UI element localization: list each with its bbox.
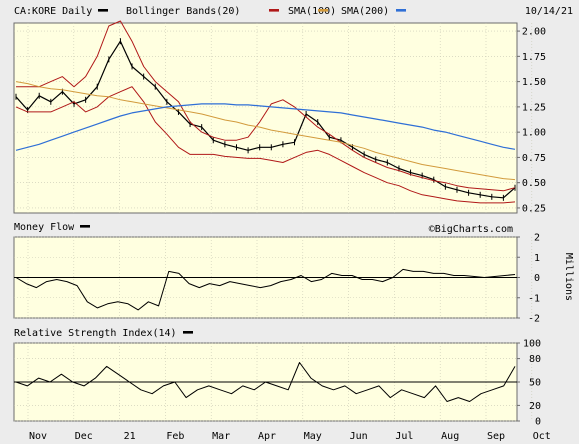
y-tick-label: 0	[535, 417, 541, 428]
watermark: ©BigCharts.com	[429, 224, 513, 235]
y-tick-label: -1	[528, 293, 540, 304]
x-tick-label: Feb	[166, 431, 184, 442]
sma-200-line	[15, 103, 516, 151]
x-tick-label: May	[304, 431, 322, 442]
sma100-legend-swatch	[318, 9, 328, 12]
money-flow-title: Money Flow	[14, 222, 75, 233]
chart-date: 10/14/21	[525, 6, 573, 17]
x-tick-label: Oct	[533, 431, 551, 442]
x-tick-label: Nov	[29, 431, 47, 442]
bollinger-legend-swatch	[269, 9, 279, 12]
y-tick-label: 0	[534, 273, 540, 284]
sma200-label: SMA(200)	[341, 6, 389, 17]
x-tick-label: Jul	[395, 431, 413, 442]
axis-layer: Nov Dec 21 Feb Mar Apr May Jun Jul Aug Sep Oct2.001…	[29, 27, 551, 442]
x-tick-label: Aug	[441, 431, 459, 442]
y-tick-label: 100	[523, 339, 541, 350]
relative-strength-index-14-line	[15, 362, 516, 402]
y-tick-label: 1.75	[522, 52, 546, 63]
y-tick-label: 0.25	[522, 203, 546, 214]
y-tick-label: 0.75	[522, 153, 546, 164]
y-tick-label: 2.00	[522, 27, 546, 38]
bollinger-label: Bollinger Bands(20)	[126, 6, 240, 17]
price-legend-swatch	[98, 9, 108, 12]
y-tick-label: 1.50	[522, 77, 546, 88]
series-layer	[14, 20, 517, 402]
x-tick-label: Dec	[75, 431, 93, 442]
symbol-label: CA:KORE Daily	[14, 6, 92, 17]
x-tick-label: Jun	[350, 431, 368, 442]
x-tick-label: Mar	[212, 431, 230, 442]
x-tick-label: Apr	[258, 431, 276, 442]
y-tick-label: 1	[534, 253, 540, 264]
bollinger-bands-20-lower-line	[15, 86, 516, 204]
y-tick-label: 0.50	[522, 178, 546, 189]
money-flow-legend-swatch	[80, 225, 90, 228]
sma-100-line	[15, 81, 516, 181]
bollinger-bands-20-upper-line	[16, 20, 516, 192]
ca-kore-daily-line	[15, 40, 516, 199]
y-tick-label: 80	[529, 354, 541, 365]
sma200-legend-swatch	[396, 9, 406, 12]
x-tick-label: Sep	[487, 431, 505, 442]
y-tick-label: 2	[534, 233, 540, 244]
money-flow-ylabel: Millions	[563, 253, 574, 301]
sma100-label: SMA(100)	[288, 6, 336, 17]
money-flow-line	[15, 268, 516, 311]
y-tick-label: 1.25	[522, 102, 546, 113]
y-tick-label: -2	[528, 314, 540, 325]
y-tick-label: 20	[529, 401, 541, 412]
rsi-title: Relative Strength Index(14)	[14, 328, 177, 339]
y-tick-label: 50	[529, 378, 541, 389]
x-tick-label: 21	[124, 431, 136, 442]
y-tick-label: 1.00	[522, 128, 546, 139]
rsi-legend-swatch	[183, 331, 193, 334]
chart-header: CA:KORE Daily Bollinger Bands(20) SMA(10…	[14, 6, 573, 17]
